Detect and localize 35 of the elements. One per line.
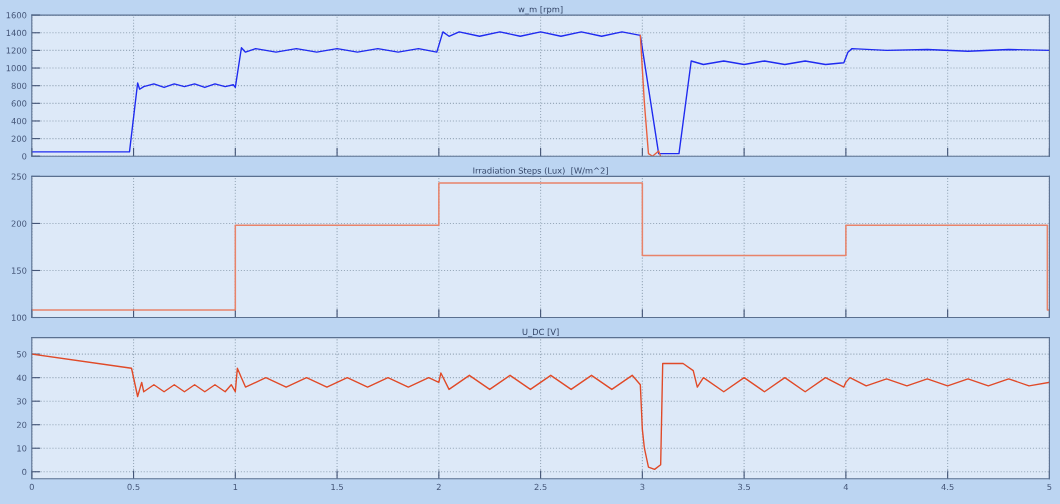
y-tick-label: 1400 xyxy=(6,29,27,37)
y-tick-label: 400 xyxy=(11,117,27,125)
x-tick-label: 0 xyxy=(29,483,34,491)
x-tick-label: 1 xyxy=(233,483,238,490)
y-tick-label: 20 xyxy=(16,421,27,428)
x-tick-label: 5 xyxy=(1047,483,1052,491)
y-tick-label: 100 xyxy=(11,314,27,321)
line-series xyxy=(639,34,662,157)
x-tick-label: 2.5 xyxy=(534,483,547,491)
y-tick-label: 1200 xyxy=(6,47,27,54)
chart-title: w_m [rpm] xyxy=(518,6,563,15)
y-tick-label: 30 xyxy=(16,398,27,405)
y-tick-label: 200 xyxy=(11,135,27,142)
y-tick-label: 40 xyxy=(16,374,27,381)
y-tick-label: 0 xyxy=(22,468,27,476)
y-tick-label: 600 xyxy=(11,100,27,107)
line-series xyxy=(31,353,1050,471)
chart-title: Irradiation Steps (Lux) [W/m^2] xyxy=(473,167,608,176)
y-tick-label: 50 xyxy=(16,351,27,358)
x-tick-label: 4.5 xyxy=(941,483,954,491)
y-tick-label: 800 xyxy=(11,82,27,89)
y-tick-label: 0 xyxy=(22,153,27,160)
x-tick-label: 2 xyxy=(436,483,441,490)
y-tick-label: 10 xyxy=(17,445,27,452)
y-tick-label: 250 xyxy=(11,173,27,180)
x-tick-label: 0.5 xyxy=(127,483,140,491)
y-tick-label: 200 xyxy=(11,220,27,227)
x-tick-label: 1.5 xyxy=(331,483,343,491)
chart-title: U_DC [V] xyxy=(522,328,559,337)
x-tick-label: 4 xyxy=(843,483,849,490)
x-tick-label: 3 xyxy=(640,483,645,491)
y-tick-label: 1000 xyxy=(6,65,27,72)
y-tick-label: 1600 xyxy=(6,12,27,19)
x-tick-label: 3.5 xyxy=(738,483,751,491)
y-tick-label: 150 xyxy=(11,267,27,274)
